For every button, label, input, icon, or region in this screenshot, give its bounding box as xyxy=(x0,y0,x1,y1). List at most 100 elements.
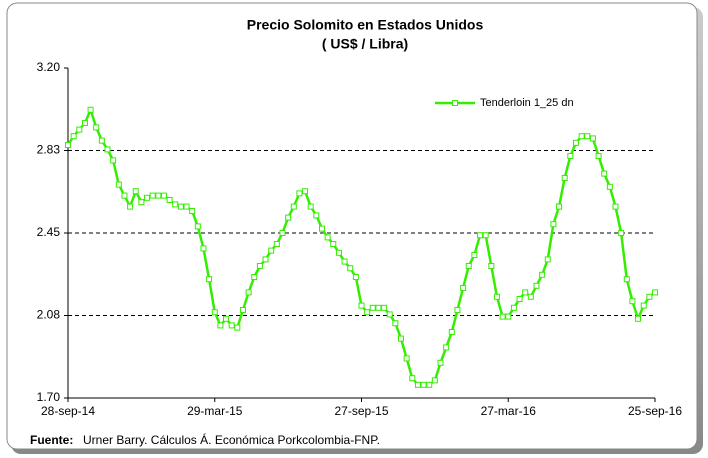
data-point xyxy=(375,304,382,311)
data-point xyxy=(121,192,128,199)
data-point xyxy=(544,256,551,263)
data-point xyxy=(132,188,139,195)
x-tick-label: 27-sep-15 xyxy=(334,404,388,418)
data-point xyxy=(465,263,472,269)
data-point xyxy=(279,230,286,236)
chart-subtitle: ( US$ / Libra) xyxy=(322,36,408,52)
data-point xyxy=(155,192,162,199)
data-point xyxy=(65,142,71,148)
data-point xyxy=(431,377,438,384)
data-point xyxy=(369,304,376,311)
data-point xyxy=(166,197,173,203)
data-point xyxy=(127,203,134,210)
data-point xyxy=(358,302,365,309)
data-point xyxy=(612,203,619,210)
data-point xyxy=(223,315,230,322)
data-point xyxy=(652,289,658,296)
data-point xyxy=(302,188,309,195)
data-point xyxy=(160,192,167,199)
data-point xyxy=(138,199,145,206)
data-point xyxy=(104,146,111,153)
data-point xyxy=(189,208,196,214)
data-point xyxy=(183,203,190,210)
data-point xyxy=(623,276,630,283)
data-point xyxy=(81,120,88,126)
data-point xyxy=(499,313,506,320)
chart-title: Precio Solomito en Estados Unidos xyxy=(247,17,484,33)
data-point xyxy=(149,192,156,199)
data-point xyxy=(392,320,399,327)
data-point xyxy=(364,309,371,316)
data-point xyxy=(206,276,213,283)
data-point xyxy=(381,304,388,311)
panel xyxy=(6,2,698,450)
y-tick-label: 2.08 xyxy=(37,308,61,322)
data-point xyxy=(313,212,320,219)
data-point xyxy=(595,153,602,159)
data-point xyxy=(290,203,297,210)
data-point xyxy=(567,153,574,159)
data-point xyxy=(510,304,517,311)
data-point xyxy=(318,225,325,232)
data-point xyxy=(200,245,207,252)
data-point xyxy=(584,133,591,140)
data-point xyxy=(482,232,489,239)
data-point xyxy=(640,302,647,309)
data-point xyxy=(352,274,359,280)
data-point xyxy=(488,263,495,269)
data-point xyxy=(426,381,433,388)
data-point xyxy=(403,355,410,362)
data-point xyxy=(341,258,348,265)
data-point xyxy=(477,232,484,239)
data-point xyxy=(539,271,546,278)
data-point xyxy=(437,359,444,366)
data-point xyxy=(70,133,77,140)
data-point xyxy=(533,282,540,289)
data-point xyxy=(601,170,608,177)
data-point xyxy=(194,223,201,230)
data-point xyxy=(589,135,596,142)
x-tick-label: 28-sep-14 xyxy=(41,404,95,418)
data-point xyxy=(245,289,252,296)
data-point xyxy=(256,263,263,269)
data-point xyxy=(454,307,461,313)
data-point xyxy=(561,175,568,181)
data-point xyxy=(409,375,416,382)
data-point xyxy=(262,256,269,263)
data-point xyxy=(110,157,117,164)
data-point xyxy=(635,315,642,322)
y-tick-label: 2.83 xyxy=(37,143,61,157)
data-point xyxy=(443,344,450,351)
y-tick-label: 1.70 xyxy=(37,390,61,404)
data-point xyxy=(273,241,280,247)
data-point xyxy=(251,274,258,280)
x-tick-label: 27-mar-16 xyxy=(481,404,537,418)
data-point xyxy=(516,296,523,302)
data-point xyxy=(606,183,613,190)
data-point xyxy=(505,313,512,320)
data-point xyxy=(115,181,122,188)
x-tick-label: 25-sep-16 xyxy=(628,404,682,418)
data-point xyxy=(522,289,529,296)
source-label: Fuente: xyxy=(30,433,73,447)
legend-marker xyxy=(452,100,458,106)
y-tick-label: 3.20 xyxy=(37,60,61,74)
data-point xyxy=(471,252,478,258)
data-point xyxy=(76,126,83,133)
data-point xyxy=(144,194,151,201)
legend-label: Tenderloin 1_25 dn xyxy=(480,97,574,109)
data-point xyxy=(414,381,421,388)
data-point xyxy=(98,137,105,144)
data-point xyxy=(217,322,224,329)
data-point xyxy=(550,221,557,228)
data-point xyxy=(572,139,579,146)
data-point xyxy=(296,190,303,197)
data-point xyxy=(172,201,179,208)
data-point xyxy=(239,307,246,313)
data-point xyxy=(211,309,218,316)
y-tick-label: 2.45 xyxy=(37,225,61,239)
data-point xyxy=(448,329,455,335)
data-point xyxy=(285,214,292,221)
data-point xyxy=(420,381,427,388)
